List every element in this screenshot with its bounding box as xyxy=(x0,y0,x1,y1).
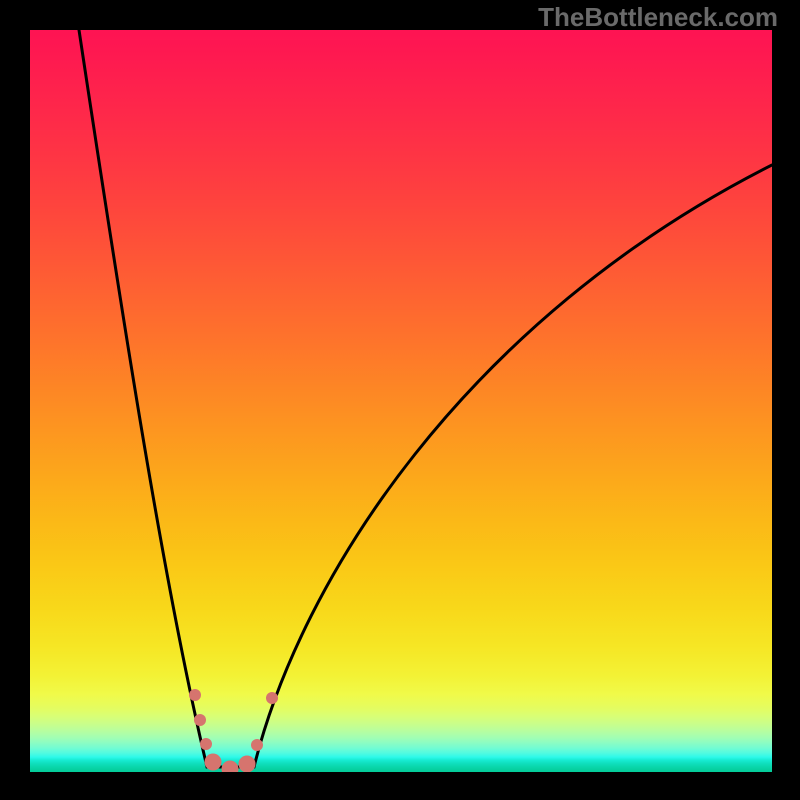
data-marker xyxy=(200,738,212,750)
data-marker xyxy=(194,714,206,726)
data-marker xyxy=(189,689,201,701)
watermark-text: TheBottleneck.com xyxy=(538,2,778,33)
chart-container: TheBottleneck.com xyxy=(0,0,800,800)
data-marker xyxy=(251,739,263,751)
data-marker xyxy=(205,754,222,771)
bottleneck-curve-chart xyxy=(0,0,800,800)
data-marker xyxy=(239,756,256,773)
gradient-background xyxy=(30,30,772,772)
data-marker xyxy=(266,692,278,704)
